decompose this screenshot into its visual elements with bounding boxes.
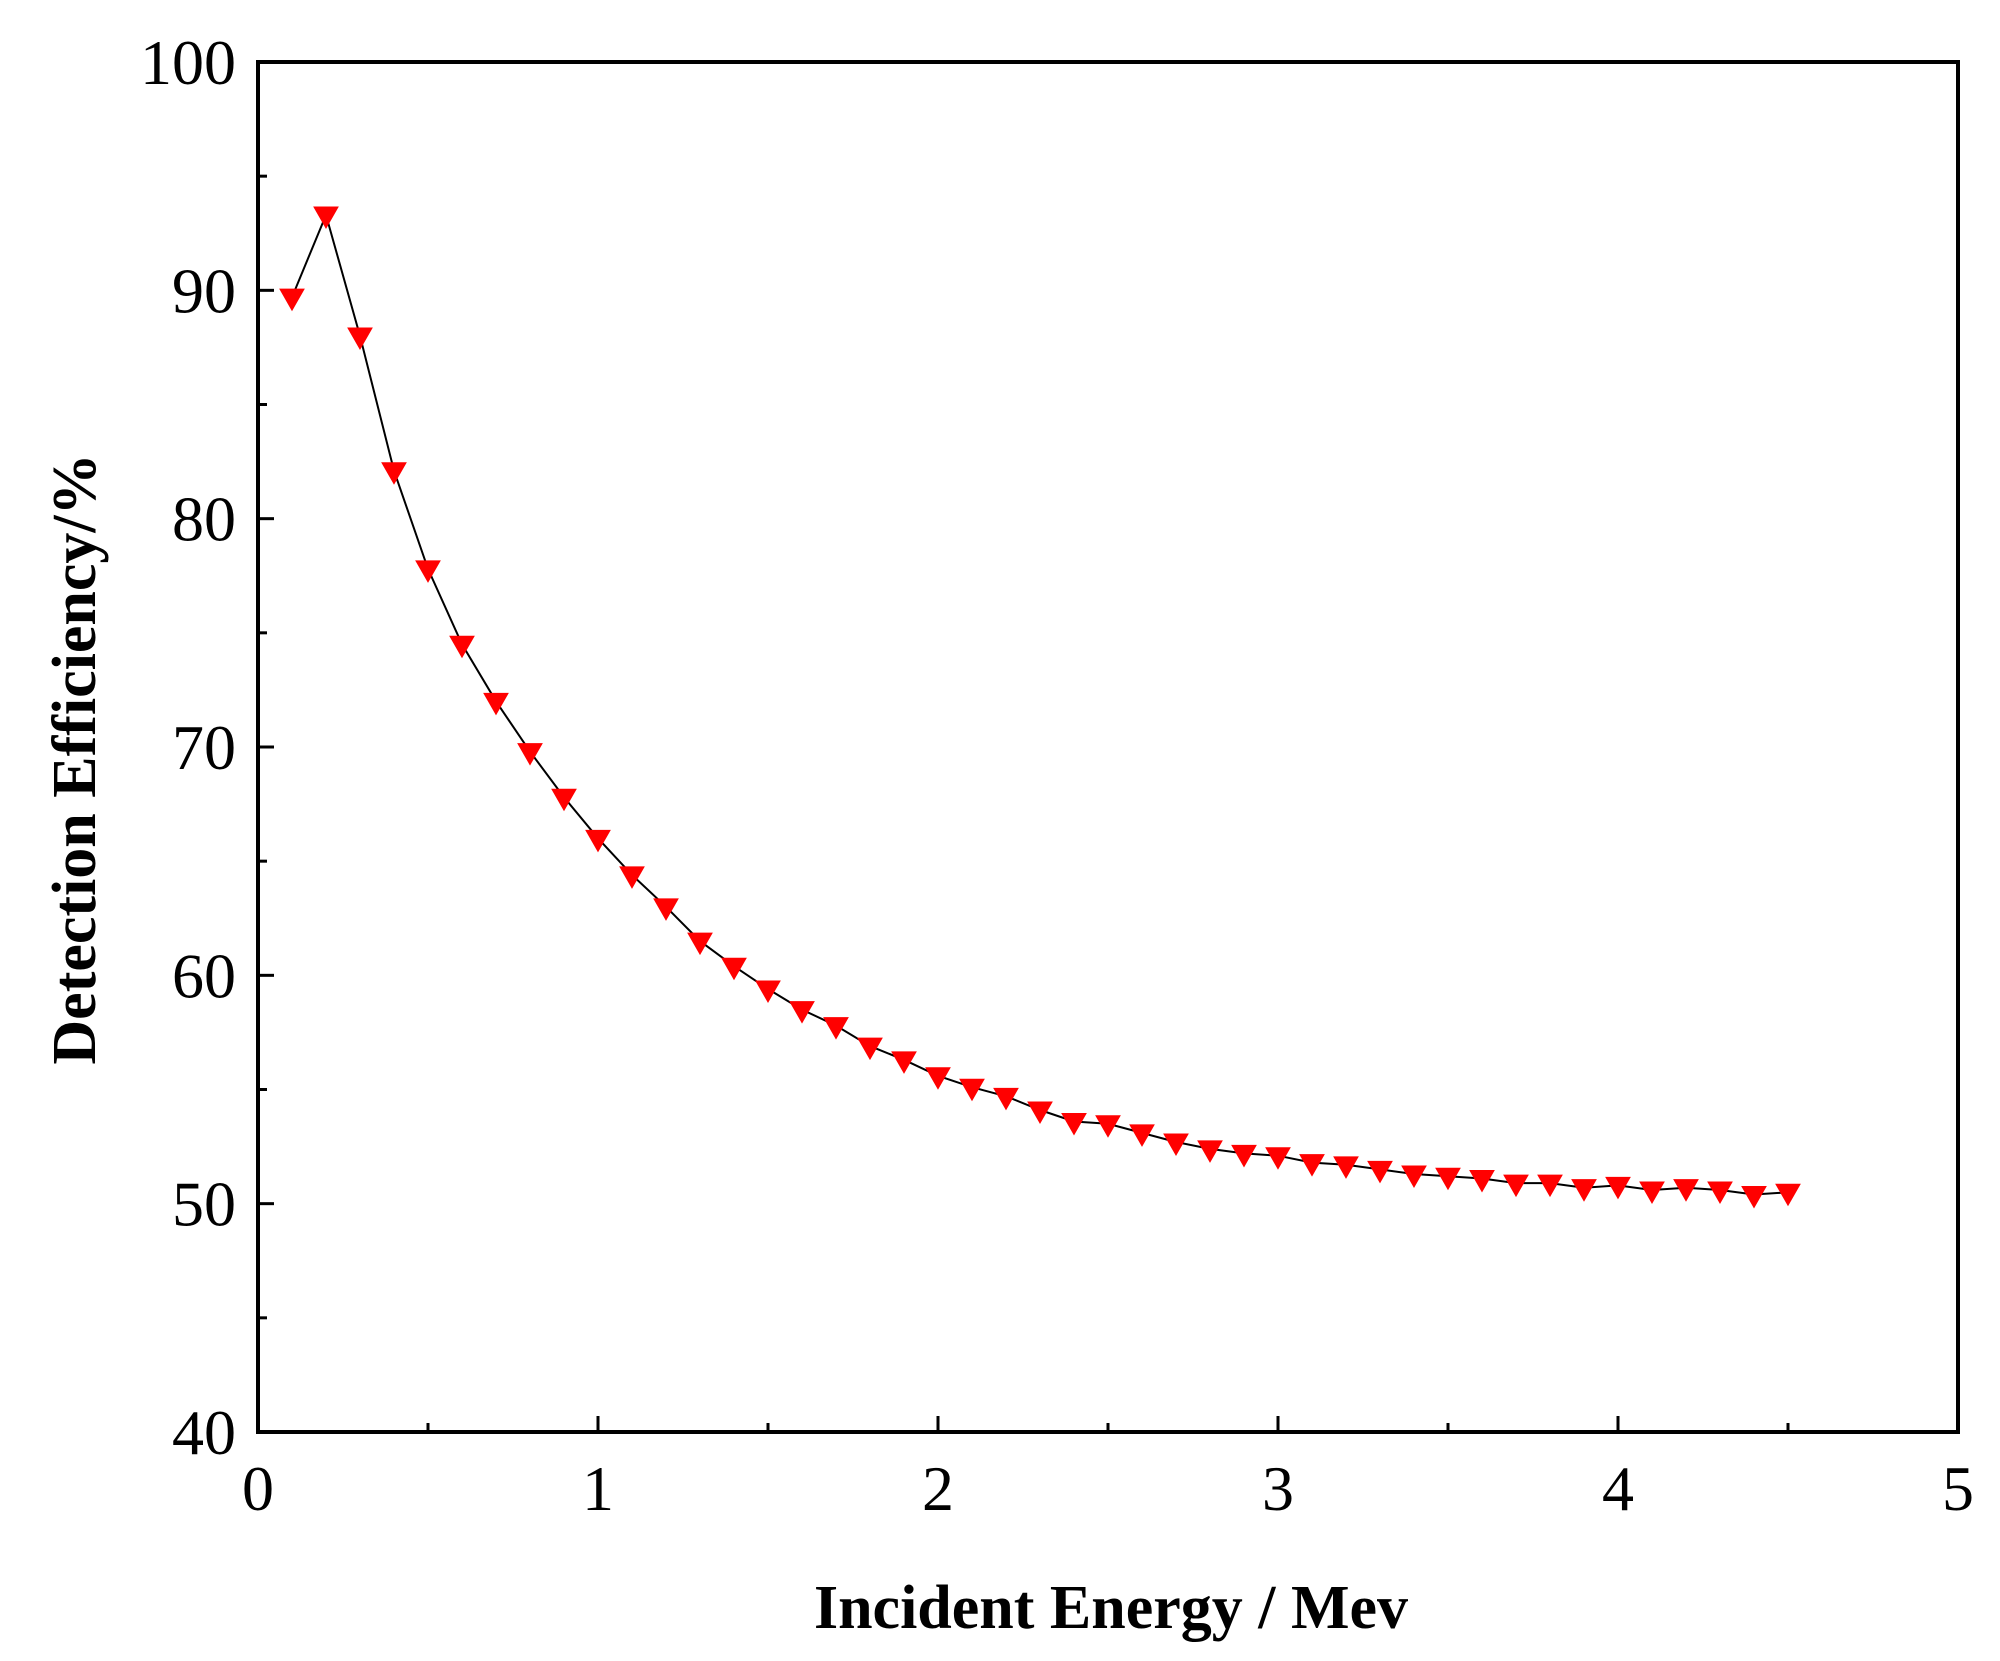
y-tick-label: 50 — [172, 1169, 236, 1240]
data-point-marker — [1537, 1174, 1563, 1198]
data-point-marker — [1095, 1115, 1121, 1138]
data-point-marker — [347, 327, 373, 351]
data-point-marker — [1163, 1133, 1189, 1157]
series-line — [291, 211, 1789, 1196]
data-point-marker — [925, 1067, 951, 1090]
data-point-marker — [415, 560, 441, 583]
data-point-marker — [1333, 1156, 1359, 1179]
y-tick-label: 60 — [172, 940, 236, 1011]
y-tick-label: 100 — [140, 27, 236, 98]
data-point-marker — [687, 932, 713, 956]
data-point-marker — [1231, 1144, 1257, 1168]
data-point-marker — [1503, 1174, 1529, 1198]
x-tick-label: 3 — [1262, 1453, 1294, 1524]
data-point-marker — [789, 1001, 815, 1024]
y-tick-label: 70 — [172, 712, 236, 783]
x-axis-label: Incident Energy / Mev — [814, 1574, 1408, 1642]
data-point-marker — [721, 957, 747, 981]
y-tick-label: 80 — [172, 484, 236, 555]
data-point-marker — [279, 288, 305, 312]
data-point-marker — [1707, 1181, 1733, 1204]
data-point-marker — [653, 898, 679, 921]
data-point-marker — [1367, 1160, 1393, 1184]
data-point-marker — [959, 1078, 985, 1102]
data-point-marker — [449, 635, 475, 659]
plot-frame — [256, 60, 1960, 1434]
data-point-marker — [1401, 1165, 1427, 1188]
data-point-marker — [1265, 1147, 1291, 1170]
data-point-marker — [755, 980, 781, 1004]
data-point-marker — [1571, 1179, 1597, 1202]
data-point-marker — [823, 1017, 849, 1040]
data-point-marker — [1673, 1179, 1699, 1202]
data-point-marker — [993, 1087, 1019, 1111]
data-point-marker — [1197, 1140, 1223, 1163]
data-point-marker — [1605, 1176, 1631, 1200]
x-tick-label: 4 — [1602, 1453, 1634, 1524]
x-tick-label: 2 — [922, 1453, 954, 1524]
tick-labels: 0 1 2 3 4 5 40 50 60 70 80 90 100 — [140, 27, 1974, 1524]
data-point-marker — [1639, 1181, 1665, 1204]
data-point-marker — [483, 692, 509, 716]
data-point-marker — [857, 1037, 883, 1061]
series-layer — [279, 206, 1801, 1209]
y-tick-label: 40 — [172, 1397, 236, 1468]
data-point-marker — [1775, 1183, 1801, 1207]
x-tick-label: 5 — [1942, 1453, 1974, 1524]
data-point-marker — [1435, 1167, 1461, 1191]
data-point-marker — [1469, 1170, 1495, 1193]
data-point-marker — [381, 462, 407, 485]
y-tick-label: 90 — [172, 255, 236, 326]
major-ticks — [256, 60, 1960, 1434]
data-point-marker — [585, 829, 611, 853]
data-point-marker — [551, 788, 577, 812]
data-point-marker — [1027, 1101, 1053, 1125]
data-point-marker — [1299, 1154, 1325, 1177]
data-point-marker — [891, 1051, 917, 1074]
data-point-marker — [619, 866, 645, 889]
data-point-marker — [313, 206, 339, 229]
minor-ticks — [258, 174, 1790, 1432]
data-point-marker — [517, 743, 543, 766]
x-tick-label: 0 — [242, 1453, 274, 1524]
data-point-marker — [1061, 1112, 1087, 1136]
y-axis-label: Detection Efficiency/% — [41, 453, 109, 1064]
x-tick-label: 1 — [582, 1453, 614, 1524]
data-point-marker — [1129, 1124, 1155, 1147]
data-point-marker — [1741, 1186, 1767, 1209]
